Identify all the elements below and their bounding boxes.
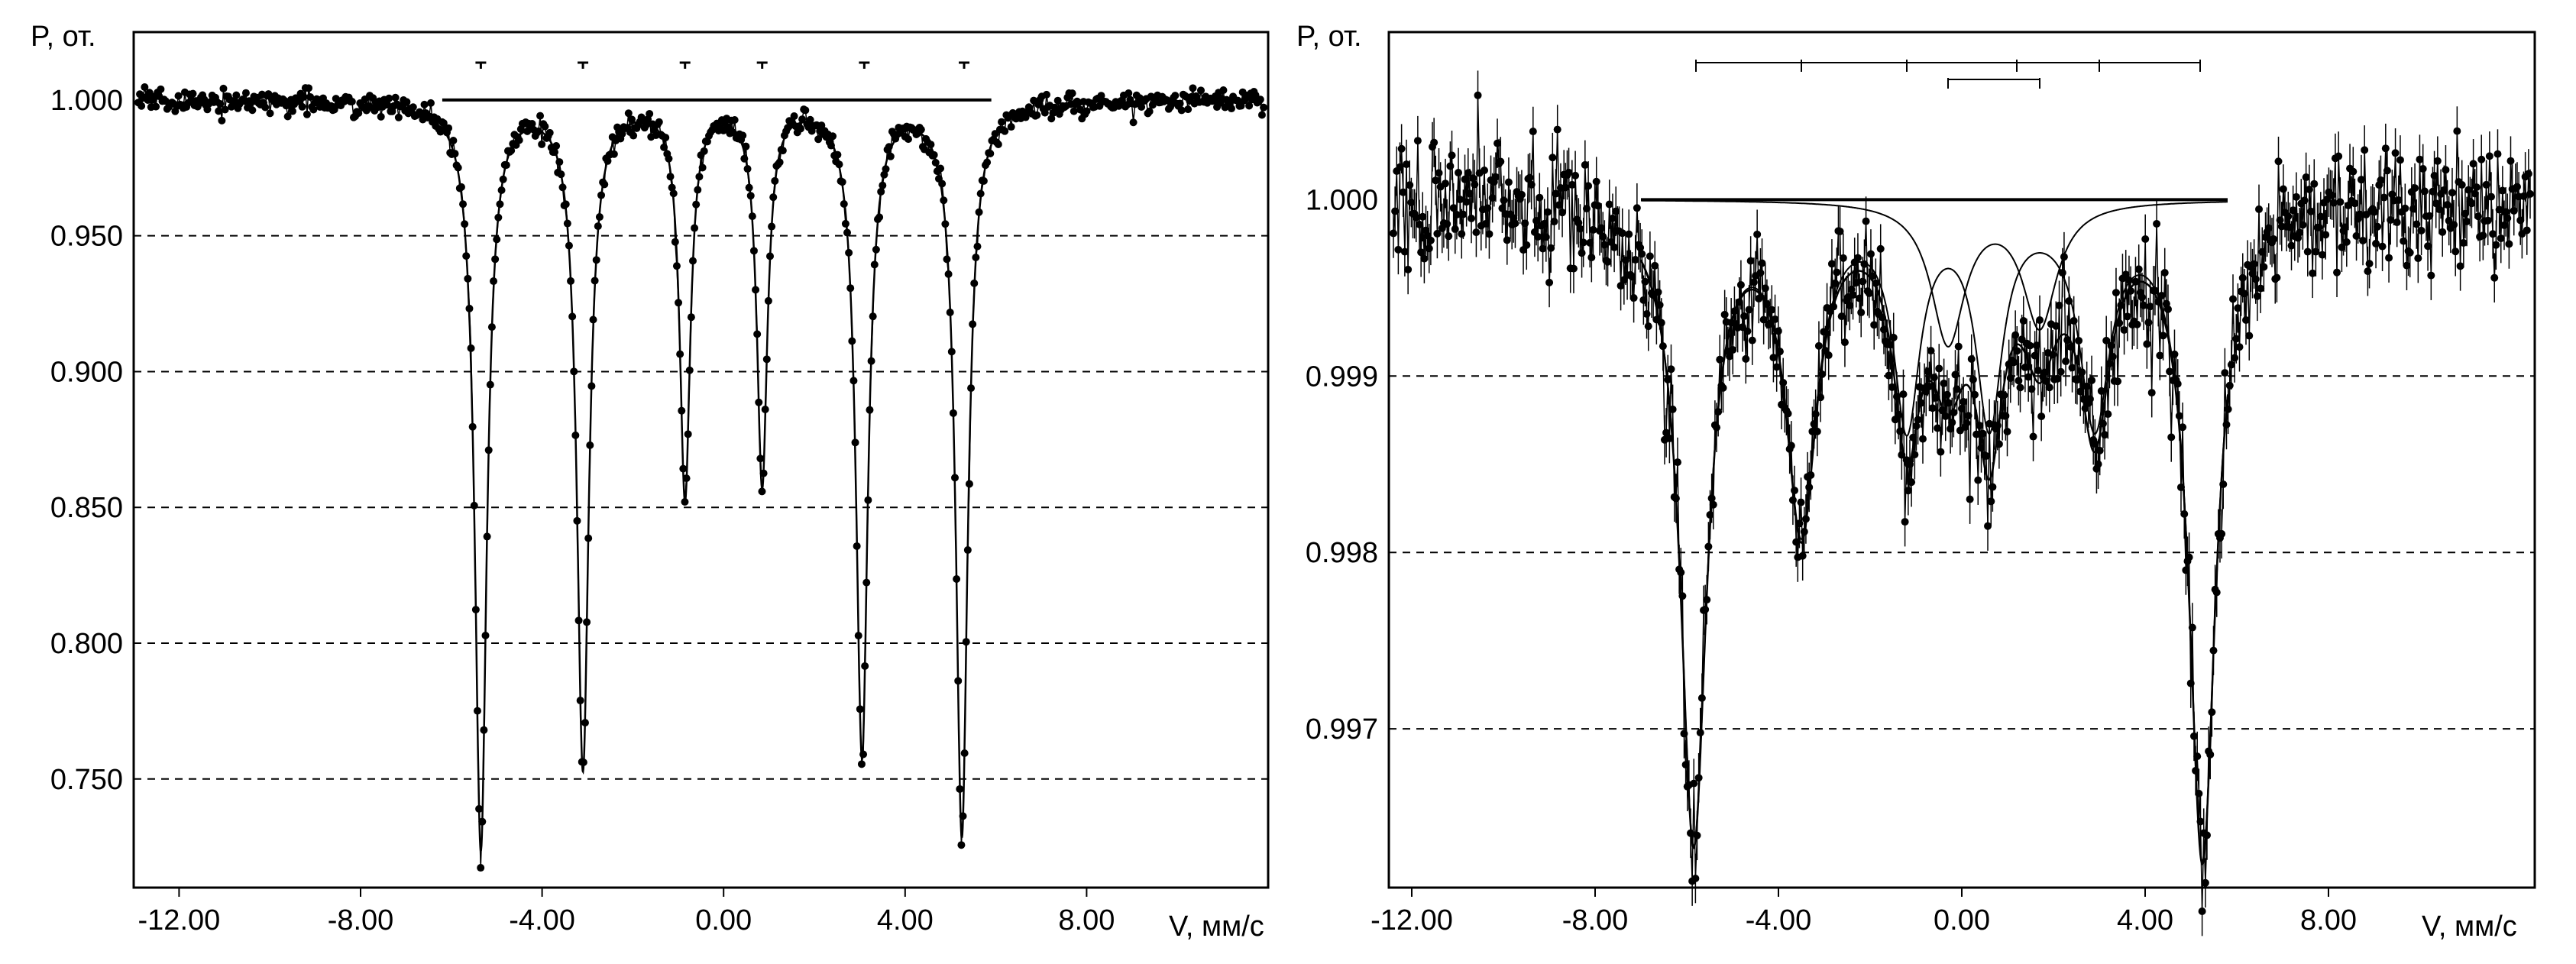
right-data-point	[1876, 244, 1885, 253]
right-data-point	[1618, 229, 1626, 238]
right-data-point	[2102, 336, 2111, 345]
right-data-point	[1646, 252, 1654, 260]
right-data-point	[2157, 291, 2166, 299]
left-y-tick-label: 0.750	[50, 764, 123, 796]
left-y-tick-label: 0.850	[50, 492, 123, 524]
right-data-point	[2133, 320, 2141, 328]
right-data-point	[2378, 242, 2387, 251]
right-y-axis-label: P, от.	[1296, 21, 1362, 53]
left-line-markers	[475, 61, 970, 69]
right-data-point	[2141, 235, 2150, 243]
left-x-tick-label: 8.00	[1058, 904, 1115, 937]
right-data-point	[2253, 292, 2261, 300]
right-data-point	[2245, 332, 2254, 340]
left-data-point	[477, 864, 485, 872]
right-x-tick-label: 0.00	[1934, 904, 1990, 937]
left-data-points	[134, 83, 1268, 872]
left-spectrum-panel: P, от. V, мм/с 1.000 0.950 0.900 0.850 0.800…	[31, 21, 1270, 943]
right-data-trace	[1393, 95, 2531, 912]
left-fit-curve	[441, 121, 992, 855]
right-data-point	[1899, 390, 1908, 399]
right-data-point	[1529, 128, 1537, 136]
right-data-point	[1569, 264, 1578, 273]
right-data-point	[1474, 91, 1482, 99]
right-data-point	[1935, 364, 1943, 373]
left-x-tick-label: 0.00	[695, 904, 752, 937]
right-data-point	[2432, 199, 2440, 208]
right-spectrum-panel: P, от. V, мм/с 1.000 0.999 0.998 0.997 -12.0…	[1291, 0, 2576, 964]
right-x-tick-label: -8.00	[1562, 904, 1629, 937]
left-fit-curves	[441, 98, 992, 855]
right-fit-curves	[1639, 198, 2229, 866]
right-x-tick-label: 4.00	[2117, 904, 2173, 937]
left-y-axis-label: P, от.	[31, 21, 96, 53]
left-y-tick-label: 1.000	[50, 85, 123, 117]
right-data-point	[2179, 423, 2187, 432]
right-data-point	[2322, 231, 2330, 239]
right-subspectrum-0	[1640, 252, 2228, 863]
right-y-tick-label: 0.999	[1306, 361, 1378, 393]
left-ticks: 1.000 0.950 0.900 0.850 0.800 0.750 -12.00 -8.0…	[50, 85, 1115, 937]
left-y-tick-label: 0.900	[50, 356, 123, 388]
left-plot-frame	[132, 31, 1270, 889]
right-data-point	[2456, 262, 2464, 270]
right-data-point	[2477, 155, 2486, 163]
right-data-point	[2309, 269, 2317, 277]
left-y-tick-label: 0.950	[50, 221, 123, 253]
right-data-point	[1553, 125, 1561, 134]
right-grid	[1389, 375, 2535, 730]
right-data-point	[1419, 212, 1427, 221]
left-data-trace	[138, 86, 1264, 869]
right-data-point	[1928, 404, 1937, 412]
right-x-tick-label: 8.00	[2300, 904, 2357, 937]
right-subspectrum-1	[1641, 199, 2228, 348]
right-data-point	[1954, 342, 1963, 351]
right-data-point	[1400, 247, 1409, 256]
right-y-tick-label: 1.000	[1306, 184, 1378, 216]
left-y-tick-label: 0.800	[50, 628, 123, 660]
left-x-tick-label: -8.00	[328, 904, 394, 937]
right-plot-frame	[1387, 31, 2536, 889]
right-x-tick-label: -12.00	[1371, 904, 1453, 937]
left-x-tick-label: -4.00	[509, 904, 575, 937]
right-y-tick-label: 0.998	[1306, 537, 1378, 569]
right-fit-curve	[1639, 260, 2229, 866]
right-data-point	[2396, 156, 2404, 164]
right-y-tick-label: 0.997	[1306, 713, 1378, 746]
left-x-tick-label: -12.00	[138, 904, 221, 937]
right-x-tick-label: -4.00	[1746, 904, 1812, 937]
right-ticks: 1.000 0.999 0.998 0.997 -12.00 -8.00 -4.00 0.00…	[1306, 184, 2357, 937]
right-line-markers	[1695, 60, 2201, 89]
right-data-point	[1974, 476, 1982, 484]
right-x-axis-label: V, мм/с	[2422, 911, 2517, 943]
right-data-point	[2153, 219, 2161, 228]
left-grid	[134, 235, 1268, 780]
right-data-point	[2257, 284, 2265, 293]
left-spectrum-chart: P, от. V, мм/с 1.000 0.950 0.900 0.850 0.800…	[31, 21, 1270, 943]
left-x-axis-label: V, мм/с	[1169, 911, 1264, 943]
right-data-point	[1394, 245, 1403, 254]
left-x-tick-label: 4.00	[877, 904, 934, 937]
right-spectrum-chart: P, от. V, мм/с 1.000 0.999 0.998 0.997 -12.0…	[1296, 21, 2536, 943]
